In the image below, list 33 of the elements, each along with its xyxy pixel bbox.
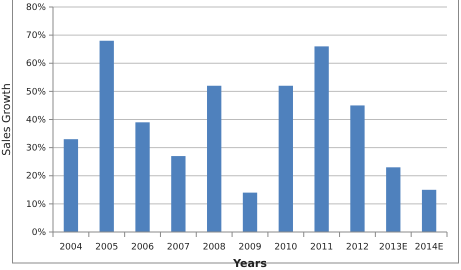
y-tick-label: 30% (26, 144, 46, 154)
x-tick-label: 2008 (202, 242, 226, 252)
x-tick-label: 2006 (131, 242, 154, 252)
x-tick-label: 2012 (346, 242, 369, 252)
y-tick-label: 10% (26, 200, 46, 210)
y-axis-title: Sales Growth (0, 83, 13, 156)
bar (314, 46, 329, 232)
y-tick-label: 20% (26, 172, 46, 182)
x-tick-label: 2014E (414, 242, 444, 252)
x-tick-label: 2004 (59, 242, 83, 252)
bar (386, 167, 400, 232)
bar (135, 122, 150, 232)
bar (100, 40, 114, 232)
x-tick-label: 2007 (166, 242, 190, 252)
y-tick-label: 40% (26, 115, 46, 126)
y-tick-label: 60% (26, 59, 46, 70)
x-tick-label: 2010 (274, 242, 298, 252)
x-tick-label: 2013E (378, 242, 408, 252)
y-tick-label: 0% (32, 228, 46, 238)
x-axis-title: Years (232, 257, 268, 270)
x-tick-label: 2009 (238, 242, 262, 252)
bar (350, 105, 365, 232)
y-tick-label: 80% (26, 2, 46, 13)
y-tick-label: 50% (26, 87, 46, 98)
bar (278, 86, 293, 232)
bar (242, 192, 258, 232)
bar (207, 86, 222, 232)
bar (422, 190, 436, 232)
bar (171, 156, 186, 232)
x-tick-label: 2005 (95, 242, 118, 252)
y-tick-label: 70% (26, 31, 46, 42)
x-tick-label: 2011 (310, 242, 334, 252)
bar (64, 139, 78, 232)
